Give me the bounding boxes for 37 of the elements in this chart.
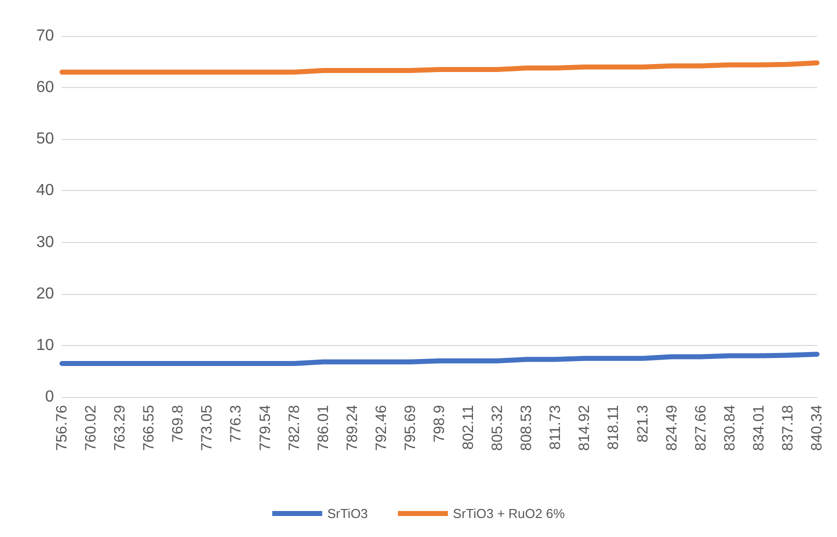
x-tick-label: 756.76 (54, 405, 70, 451)
y-tick-label: 40 (36, 182, 54, 200)
x-tick-label: 840.34 (808, 405, 826, 451)
x-tick-label: 821.3 (634, 405, 652, 443)
legend-label: SrTiO3 (327, 506, 368, 521)
x-tick-label: 811.73 (547, 405, 564, 450)
x-tick-label: 814.92 (576, 405, 594, 451)
x-tick-label: 837.18 (779, 405, 796, 451)
x-tick-label: 834.01 (750, 405, 768, 451)
x-tick-label: 760.02 (82, 405, 100, 451)
x-tick-label: 830.84 (721, 405, 738, 451)
x-tick-label: 779.54 (256, 405, 274, 451)
y-tick-label: 0 (45, 388, 54, 406)
x-tick-label: 786.01 (314, 405, 332, 451)
x-tick-label: 818.11 (605, 405, 622, 450)
y-tick-label: 30 (36, 234, 54, 251)
x-tick-label: 792.46 (372, 405, 390, 451)
legend-label: SrTiO3 + RuO2 6% (452, 506, 566, 521)
x-tick-label: 789.24 (344, 405, 361, 451)
x-tick-label: 773.05 (198, 405, 216, 451)
y-tick-label: 60 (36, 79, 54, 96)
x-tick-label: 769.8 (170, 405, 187, 443)
x-tick-label: 824.49 (663, 405, 680, 451)
x-tick-label: 795.69 (402, 405, 419, 451)
x-tick-label: 805.32 (489, 405, 506, 451)
x-tick-label: 763.29 (112, 405, 129, 451)
y-tick-label: 70 (36, 28, 54, 44)
y-tick-label: 10 (36, 336, 54, 354)
y-tick-label: 50 (36, 130, 54, 148)
x-tick-label: 802.11 (460, 405, 478, 450)
y-tick-label: 20 (36, 285, 54, 302)
x-tick-label: 776.3 (228, 405, 245, 443)
x-tick-label: 827.66 (692, 405, 710, 451)
x-tick-label: 808.53 (518, 405, 536, 451)
x-tick-label: 782.78 (286, 405, 303, 451)
x-tick-label: 798.9 (431, 405, 448, 443)
x-tick-label: 766.55 (140, 405, 158, 451)
